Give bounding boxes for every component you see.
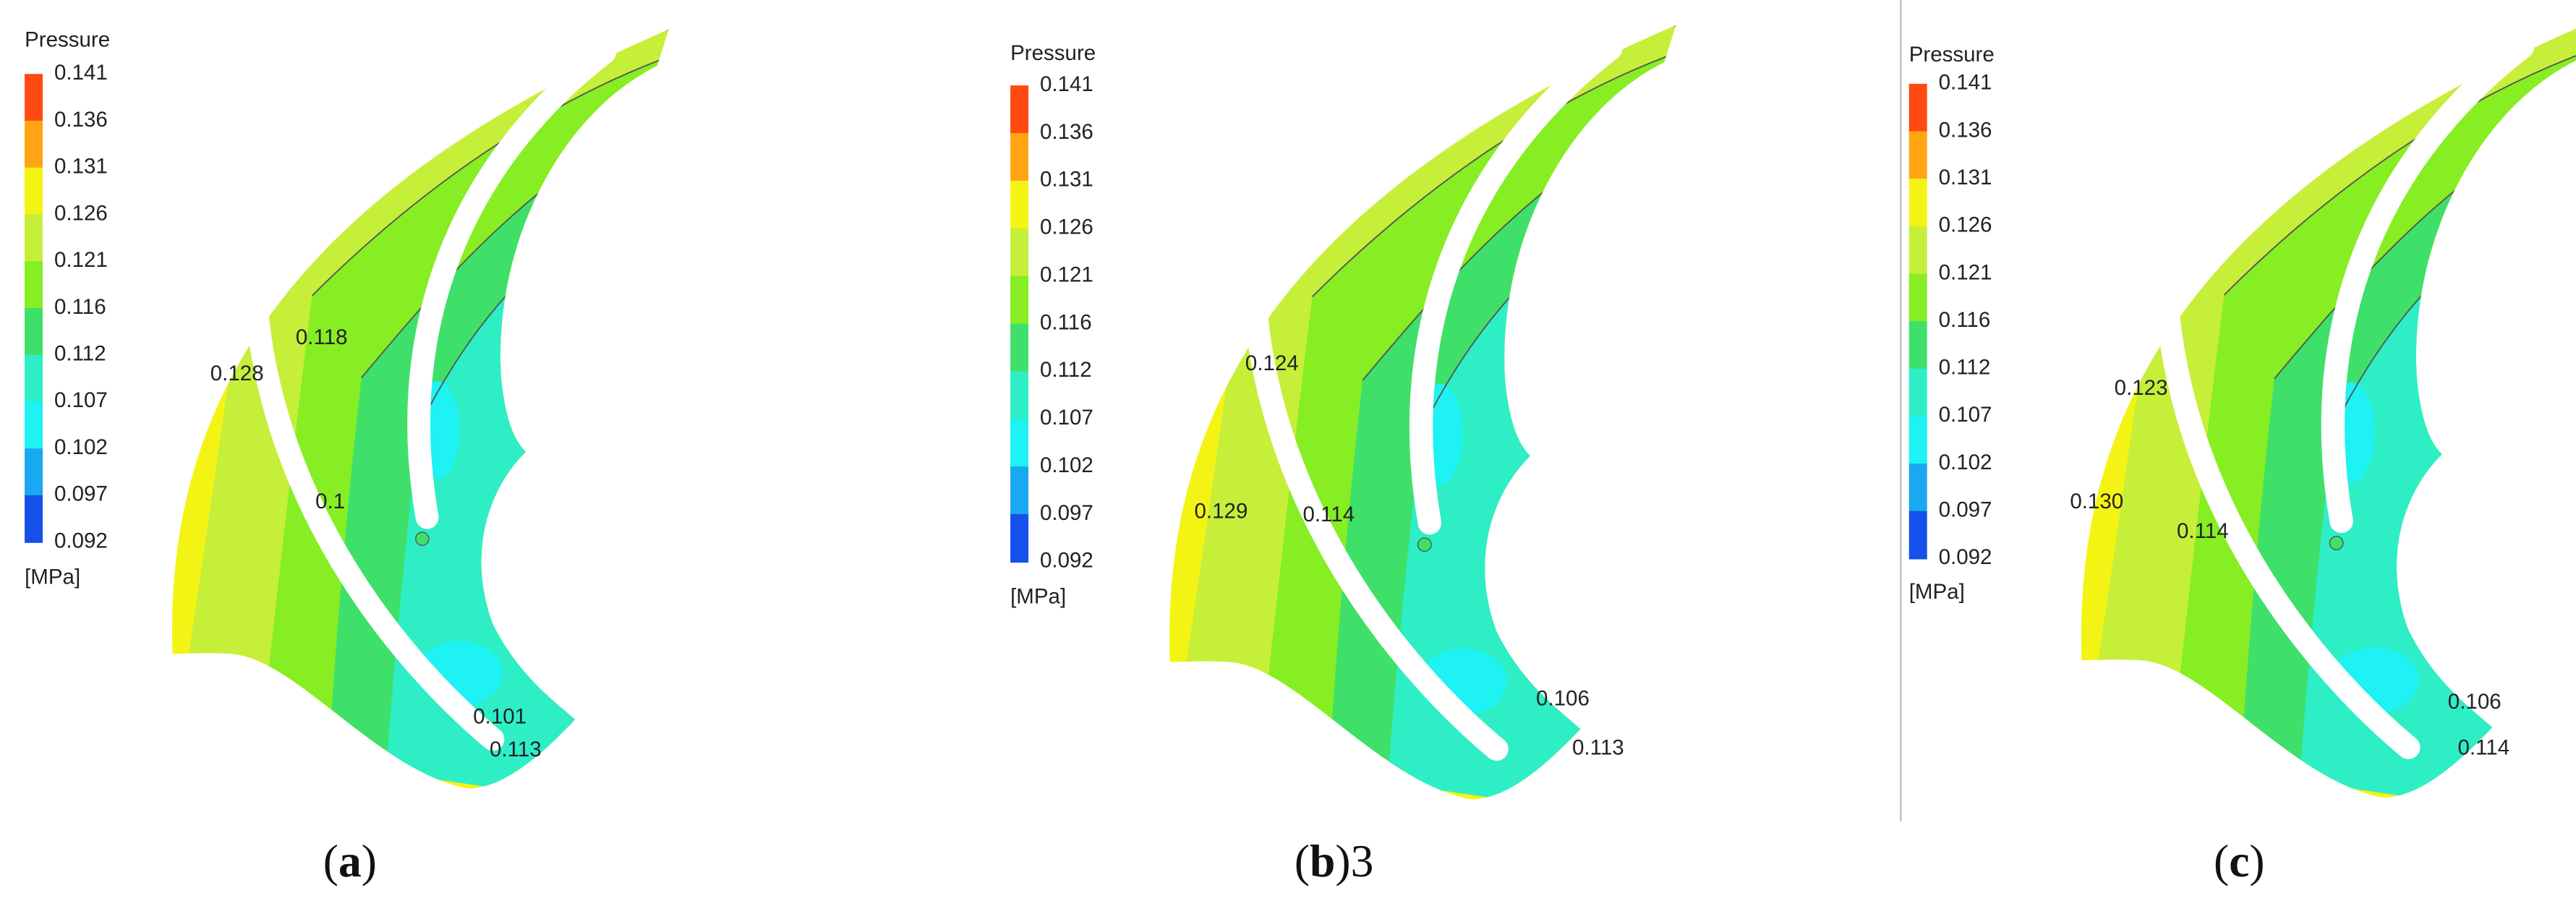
contour-label: 0.129 (1195, 500, 1248, 524)
legend-tick-label: 0.097 (1040, 501, 1093, 525)
caption-close: ) (2249, 835, 2264, 887)
legend-band (1908, 131, 1927, 180)
legend-tick-label: 0.141 (1040, 72, 1093, 96)
legend-tick-label: 0.121 (54, 248, 108, 272)
caption-letter: c (2229, 835, 2249, 887)
legend-tick-label: 0.116 (54, 295, 106, 319)
legend-tick-label: 0.126 (1040, 215, 1093, 239)
contour-label: 0.114 (2457, 736, 2509, 760)
caption-open: ( (2214, 835, 2229, 887)
legend-tick-label: 0.107 (1040, 406, 1093, 430)
legend-tick-label: 0.112 (1939, 356, 1991, 380)
caption: (b)3 (1295, 835, 1374, 887)
legend-tick-label: 0.136 (1040, 120, 1093, 144)
impeller-plot (1145, 0, 1731, 833)
legend-band (25, 307, 43, 356)
legend-tick-label: 0.092 (1939, 545, 1992, 569)
legend-unit: [MPa] (1010, 585, 1066, 609)
legend-band (25, 354, 43, 403)
contour-label: 0.106 (2448, 690, 2502, 714)
legend-band (1010, 371, 1029, 420)
legend-band (1010, 514, 1029, 563)
legend-tick-label: 0.121 (1040, 262, 1093, 286)
contour-label: 0.106 (1536, 687, 1590, 711)
caption-close: )3 (1335, 835, 1373, 887)
legend-tick-label: 0.102 (1939, 450, 1992, 474)
legend-tick-label: 0.092 (1040, 549, 1093, 573)
legend-tick-label: 0.097 (1939, 498, 1992, 522)
contour-label: 0.1 (315, 490, 345, 513)
contour-label: 0.123 (2115, 376, 2168, 400)
legend-tick-label: 0.092 (54, 529, 108, 552)
legend-tick-label: 0.102 (54, 435, 108, 459)
legend-title: Pressure (1010, 41, 1096, 65)
caption-letter: a (338, 835, 362, 887)
legend-tick-label: 0.116 (1939, 308, 1991, 332)
legend-tick-label: 0.107 (1939, 403, 1992, 427)
legend-tick-label: 0.131 (54, 155, 108, 179)
legend-tick-label: 0.102 (1040, 453, 1093, 477)
legend-tick-label: 0.107 (54, 388, 108, 412)
legend-unit: [MPa] (25, 565, 80, 589)
legend-band (25, 167, 43, 215)
caption: (c) (2214, 835, 2265, 887)
contour-label: 0.113 (490, 738, 542, 761)
legend-band (1908, 511, 1927, 560)
legend-band (25, 120, 43, 168)
legend-band (1010, 276, 1029, 325)
legend-band (1908, 179, 1927, 227)
legend-band (25, 401, 43, 450)
legend-tick-label: 0.116 (1040, 310, 1092, 334)
legend-band (1010, 466, 1029, 516)
contour-label: 0.128 (210, 362, 264, 385)
legend-band (1908, 83, 1927, 132)
legend-band (1010, 180, 1029, 229)
legend-band (1010, 323, 1029, 372)
legend-band (1908, 464, 1927, 512)
legend-band (1010, 133, 1029, 182)
legend-title: Pressure (1909, 43, 1995, 67)
legend-band (1908, 321, 1927, 370)
legend-band (25, 214, 43, 262)
contour-label: 0.113 (1572, 736, 1624, 760)
legend-band (25, 448, 43, 497)
caption-open: ( (323, 835, 338, 887)
legend-band (1908, 226, 1927, 275)
legend-unit: [MPa] (1909, 580, 1965, 604)
legend-tick-label: 0.131 (1939, 166, 1992, 189)
legend-tick-label: 0.126 (1939, 213, 1992, 237)
contour-label: 0.130 (2070, 490, 2123, 513)
legend-tick-label: 0.097 (54, 482, 108, 506)
legend-band (25, 495, 43, 543)
impeller-plot (148, 0, 722, 821)
legend-tick-label: 0.141 (1939, 71, 1992, 95)
legend-tick-label: 0.136 (1939, 118, 1992, 142)
legend-band (1010, 228, 1029, 277)
contour-label: 0.114 (1302, 503, 1355, 526)
caption-close: ) (362, 835, 377, 887)
legend-band (1010, 85, 1029, 134)
legend-band (1908, 368, 1927, 417)
legend-band (1010, 419, 1029, 468)
caption: (a) (323, 835, 377, 887)
contour-label: 0.118 (296, 325, 348, 349)
legend-band (1908, 273, 1927, 323)
legend-band (25, 74, 43, 122)
legend-tick-label: 0.126 (54, 201, 108, 225)
legend-tick-label: 0.121 (1939, 260, 1992, 284)
contour-label: 0.124 (1245, 351, 1299, 375)
legend-tick-label: 0.141 (54, 61, 108, 85)
legend-title: Pressure (25, 28, 110, 52)
legend-band (25, 261, 43, 309)
contour-label: 0.114 (2177, 519, 2229, 543)
caption-letter: b (1310, 835, 1335, 887)
legend-tick-label: 0.112 (54, 341, 106, 365)
legend-tick-label: 0.136 (54, 108, 108, 132)
legend-tick-label: 0.112 (1040, 358, 1092, 382)
legend-tick-label: 0.131 (1040, 168, 1093, 192)
contour-label: 0.101 (473, 705, 526, 729)
legend-band (1908, 416, 1927, 465)
caption-open: ( (1295, 835, 1310, 887)
